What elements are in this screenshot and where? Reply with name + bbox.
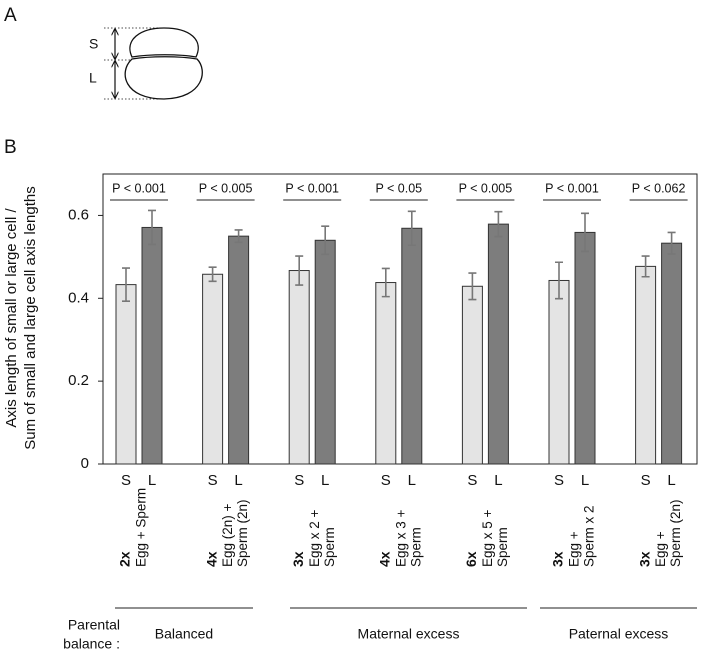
p-value: P < 0.05 bbox=[375, 181, 422, 195]
bar bbox=[635, 265, 657, 465]
y-tick-label: 0 bbox=[81, 455, 89, 472]
error-bar bbox=[295, 255, 304, 286]
bar bbox=[141, 226, 163, 465]
error-bar bbox=[148, 209, 156, 246]
bar-label: L bbox=[321, 472, 329, 489]
bar bbox=[401, 227, 423, 465]
category-label: 3x bbox=[550, 551, 566, 567]
category-label: 4x bbox=[377, 551, 393, 567]
bar-label: L bbox=[148, 472, 156, 489]
error-bar bbox=[468, 272, 477, 301]
bar-label: S bbox=[467, 472, 477, 489]
error-bar bbox=[208, 266, 217, 283]
bar-label: S bbox=[554, 472, 564, 489]
category-sublabel: Sperm (2n) bbox=[235, 499, 250, 567]
bar bbox=[487, 223, 509, 465]
bar-label: L bbox=[234, 472, 242, 489]
bar bbox=[461, 285, 483, 465]
p-value: P < 0.001 bbox=[112, 181, 166, 195]
plot-frame bbox=[102, 173, 698, 465]
small-label: S bbox=[89, 36, 98, 52]
p-value: P < 0.062 bbox=[632, 181, 686, 195]
group-label: Balanced bbox=[155, 626, 213, 642]
group-label: Paternal excess bbox=[569, 626, 669, 642]
error-bar bbox=[641, 255, 650, 278]
bar-label: L bbox=[667, 472, 675, 489]
bar-label: S bbox=[294, 472, 304, 489]
category-label: 6x bbox=[463, 551, 479, 567]
p-value: P < 0.005 bbox=[459, 181, 513, 195]
bar bbox=[202, 273, 224, 465]
panel-label: B bbox=[4, 137, 17, 158]
category-sublabel: Egg x 2 + bbox=[307, 509, 322, 567]
category-sublabel: Egg + bbox=[567, 531, 582, 567]
bar bbox=[661, 242, 683, 465]
bar-label: S bbox=[641, 472, 651, 489]
bar-label: L bbox=[581, 472, 589, 489]
panel-label: A bbox=[4, 5, 17, 26]
bar-label: S bbox=[381, 472, 391, 489]
category-sublabel: Egg + bbox=[653, 531, 668, 567]
error-bar bbox=[321, 225, 330, 256]
y-axis-label: Sum of small and large cell axis lengths bbox=[22, 186, 39, 449]
y-tick-label: 0.6 bbox=[68, 206, 89, 223]
bar bbox=[228, 235, 250, 465]
large-label: L bbox=[89, 70, 97, 86]
bar-label: S bbox=[208, 472, 218, 489]
error-bar bbox=[667, 231, 676, 255]
group-label: Maternal excess bbox=[358, 626, 460, 642]
category-sublabel: Sperm bbox=[322, 527, 337, 567]
category-sublabel: Sperm x 2 bbox=[582, 505, 597, 567]
category-sublabel: Sperm bbox=[495, 527, 510, 567]
category-sublabel: Sperm (2n) bbox=[668, 499, 683, 567]
error-bar bbox=[555, 261, 563, 300]
balance-label: balance : bbox=[63, 636, 120, 652]
bar-label: L bbox=[494, 472, 502, 489]
bar bbox=[115, 284, 137, 465]
y-tick-label: 0.4 bbox=[68, 289, 89, 306]
bar-label: S bbox=[121, 472, 131, 489]
error-bar bbox=[581, 212, 589, 253]
error-bar bbox=[122, 267, 130, 302]
category-label: 4x bbox=[203, 551, 219, 567]
bar bbox=[548, 279, 570, 465]
category-sublabel: Egg + Sperm bbox=[134, 488, 149, 567]
error-bar bbox=[407, 210, 416, 247]
error-bar bbox=[381, 267, 390, 298]
category-sublabel: Egg x 5 + bbox=[480, 509, 495, 567]
cell-diagram bbox=[104, 27, 203, 100]
bar bbox=[314, 239, 336, 465]
category-sublabel: Egg (2n) + bbox=[220, 503, 235, 567]
p-value: P < 0.001 bbox=[285, 181, 339, 195]
error-bar bbox=[494, 210, 503, 238]
category-label: 2x bbox=[117, 551, 133, 567]
p-value: P < 0.001 bbox=[545, 181, 599, 195]
bar bbox=[574, 231, 596, 465]
balance-label: Parental bbox=[68, 617, 120, 633]
bar bbox=[288, 270, 310, 465]
bar-label: L bbox=[408, 472, 416, 489]
category-sublabel: Sperm bbox=[408, 527, 423, 567]
y-tick-label: 0.2 bbox=[68, 372, 89, 389]
p-value: P < 0.005 bbox=[199, 181, 253, 195]
y-axis-label: Axis length of small or large cell / bbox=[3, 208, 20, 428]
error-bar bbox=[234, 229, 243, 244]
category-sublabel: Egg x 3 + bbox=[393, 509, 408, 567]
category-label: 3x bbox=[636, 551, 652, 567]
bar bbox=[375, 282, 397, 465]
category-label: 3x bbox=[290, 551, 306, 567]
